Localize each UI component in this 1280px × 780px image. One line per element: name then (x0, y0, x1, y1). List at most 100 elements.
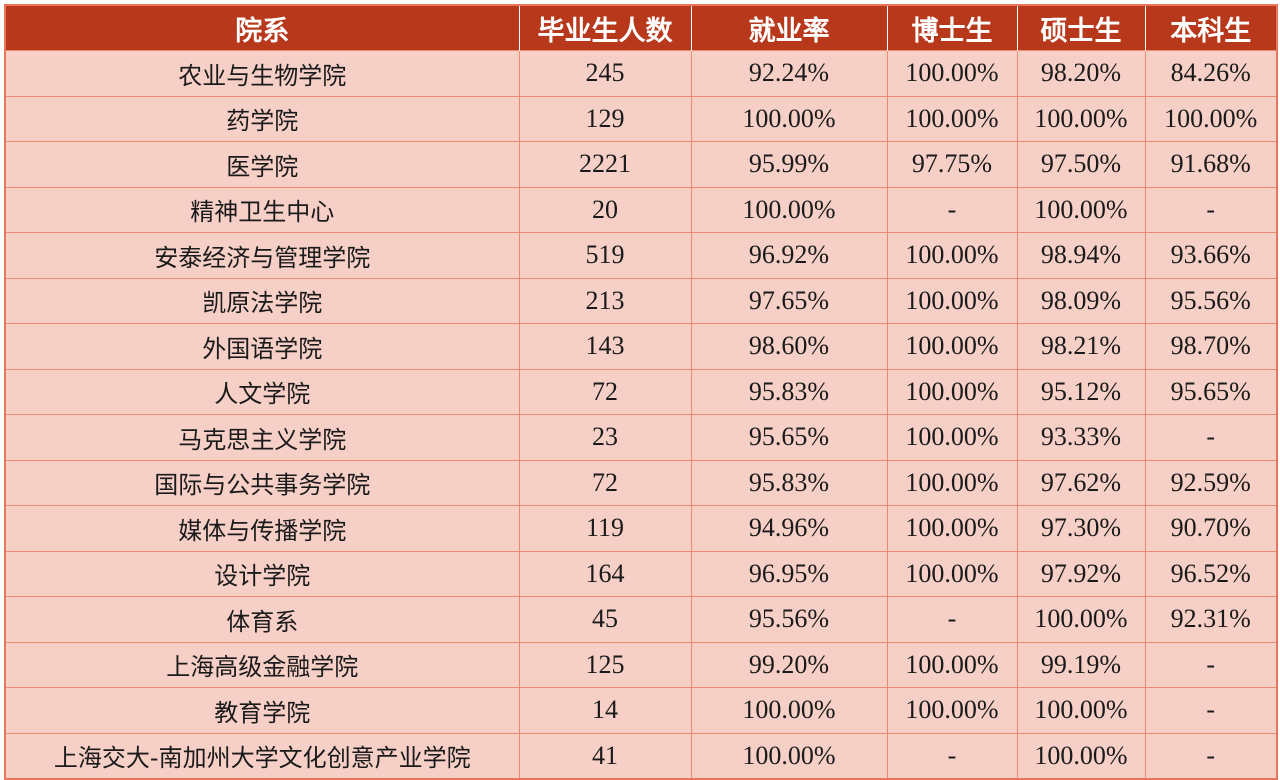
cell-department: 马克思主义学院 (4, 414, 520, 461)
cell-graduates: 119 (518, 505, 692, 552)
cell-phd-rate: - (886, 732, 1018, 780)
table-row: 媒体与传播学院 119 94.96% 100.00% 97.30% 90.70% (4, 505, 1278, 552)
cell-phd-rate: 100.00% (886, 687, 1018, 734)
cell-department: 上海交大-南加州大学文化创意产业学院 (4, 732, 520, 780)
cell-masters-rate: 98.09% (1016, 277, 1146, 324)
table-row: 精神卫生中心 20 100.00% -100.00% - (4, 186, 1278, 233)
cell-phd-rate: 100.00% (886, 277, 1018, 324)
cell-undergraduate-rate: 98.70% (1144, 323, 1278, 370)
cell-undergraduate-rate: 93.66% (1144, 232, 1278, 279)
cell-masters-rate: 98.20% (1016, 50, 1146, 97)
cell-undergraduate-rate: 100.00% (1144, 95, 1278, 142)
cell-graduates: 164 (518, 550, 692, 597)
header-phd: 博士生 (886, 5, 1018, 51)
cell-department: 人文学院 (4, 368, 520, 415)
cell-employment-rate: 95.83% (690, 459, 888, 506)
cell-graduates: 213 (518, 277, 692, 324)
cell-graduates: 245 (518, 50, 692, 97)
cell-phd-rate: 100.00% (886, 459, 1018, 506)
header-masters: 硕士生 (1016, 5, 1146, 51)
cell-undergraduate-rate: 92.31% (1144, 596, 1278, 643)
table-body: 农业与生物学院 245 92.24% 100.00% 98.20% 84.26% 药学院 12… (4, 50, 1278, 780)
table-row: 安泰经济与管理学院 519 96.92% 100.00% 98.94% 93.66% (4, 232, 1278, 279)
cell-graduates: 2221 (518, 141, 692, 188)
cell-employment-rate: 95.99% (690, 141, 888, 188)
cell-graduates: 20 (518, 186, 692, 233)
cell-phd-rate: 100.00% (886, 323, 1018, 370)
header-employment-rate: 就业率 (690, 5, 888, 51)
cell-graduates: 23 (518, 414, 692, 461)
cell-phd-rate: - (886, 186, 1018, 233)
cell-graduates: 45 (518, 596, 692, 643)
table-row: 教育学院 14 100.00% 100.00% 100.00% - (4, 687, 1278, 734)
cell-undergraduate-rate: - (1144, 414, 1278, 461)
employment-table-container: 院系 毕业生人数 就业率 博士生 硕士生 本科生 农业与生物学院 245 92.24… (4, 4, 1278, 780)
cell-masters-rate: 98.21% (1016, 323, 1146, 370)
cell-phd-rate: 100.00% (886, 50, 1018, 97)
cell-graduates: 14 (518, 687, 692, 734)
cell-department: 凯原法学院 (4, 277, 520, 324)
employment-rate-table: 院系 毕业生人数 就业率 博士生 硕士生 本科生 农业与生物学院 245 92.24… (4, 4, 1278, 780)
header-undergraduate: 本科生 (1144, 5, 1278, 51)
header-department: 院系 (4, 5, 520, 51)
cell-graduates: 41 (518, 732, 692, 780)
cell-department: 国际与公共事务学院 (4, 459, 520, 506)
table-header-row: 院系 毕业生人数 就业率 博士生 硕士生 本科生 (4, 5, 1278, 51)
table-row: 上海交大-南加州大学文化创意产业学院 41 100.00% -100.00% - (4, 732, 1278, 780)
cell-department: 设计学院 (4, 550, 520, 597)
cell-phd-rate: 100.00% (886, 505, 1018, 552)
cell-graduates: 125 (518, 641, 692, 688)
cell-graduates: 72 (518, 368, 692, 415)
table-row: 外国语学院 143 98.60% 100.00% 98.21% 98.70% (4, 323, 1278, 370)
cell-masters-rate: 95.12% (1016, 368, 1146, 415)
cell-masters-rate: 100.00% (1016, 687, 1146, 734)
cell-department: 上海高级金融学院 (4, 641, 520, 688)
cell-department: 医学院 (4, 141, 520, 188)
cell-masters-rate: 100.00% (1016, 732, 1146, 780)
cell-employment-rate: 95.83% (690, 368, 888, 415)
cell-graduates: 519 (518, 232, 692, 279)
table-row: 设计学院 164 96.95% 100.00% 97.92% 96.52% (4, 550, 1278, 597)
cell-department: 农业与生物学院 (4, 50, 520, 97)
cell-masters-rate: 97.62% (1016, 459, 1146, 506)
table-row: 马克思主义学院 23 95.65% 100.00% 93.33% - (4, 414, 1278, 461)
cell-undergraduate-rate: - (1144, 641, 1278, 688)
cell-employment-rate: 100.00% (690, 95, 888, 142)
cell-employment-rate: 100.00% (690, 687, 888, 734)
cell-department: 体育系 (4, 596, 520, 643)
cell-undergraduate-rate: 90.70% (1144, 505, 1278, 552)
cell-phd-rate: 100.00% (886, 641, 1018, 688)
cell-department: 药学院 (4, 95, 520, 142)
cell-masters-rate: 98.94% (1016, 232, 1146, 279)
cell-masters-rate: 97.30% (1016, 505, 1146, 552)
cell-employment-rate: 99.20% (690, 641, 888, 688)
cell-masters-rate: 100.00% (1016, 596, 1146, 643)
cell-employment-rate: 95.56% (690, 596, 888, 643)
cell-graduates: 72 (518, 459, 692, 506)
cell-graduates: 143 (518, 323, 692, 370)
cell-undergraduate-rate: 91.68% (1144, 141, 1278, 188)
cell-department: 外国语学院 (4, 323, 520, 370)
cell-phd-rate: 100.00% (886, 550, 1018, 597)
table-row: 药学院 129 100.00% 100.00% 100.00% 100.00% (4, 95, 1278, 142)
cell-masters-rate: 99.19% (1016, 641, 1146, 688)
table-row: 农业与生物学院 245 92.24% 100.00% 98.20% 84.26% (4, 50, 1278, 97)
cell-undergraduate-rate: 92.59% (1144, 459, 1278, 506)
cell-phd-rate: - (886, 596, 1018, 643)
cell-graduates: 129 (518, 95, 692, 142)
cell-department: 教育学院 (4, 687, 520, 734)
table-row: 上海高级金融学院 125 99.20% 100.00% 99.19% - (4, 641, 1278, 688)
table-row: 国际与公共事务学院 72 95.83% 100.00% 97.62% 92.59% (4, 459, 1278, 506)
cell-undergraduate-rate: - (1144, 732, 1278, 780)
cell-masters-rate: 100.00% (1016, 186, 1146, 233)
cell-employment-rate: 95.65% (690, 414, 888, 461)
cell-department: 安泰经济与管理学院 (4, 232, 520, 279)
table-row: 人文学院 72 95.83% 100.00% 95.12% 95.65% (4, 368, 1278, 415)
cell-undergraduate-rate: 96.52% (1144, 550, 1278, 597)
cell-phd-rate: 97.75% (886, 141, 1018, 188)
cell-undergraduate-rate: 95.56% (1144, 277, 1278, 324)
cell-employment-rate: 97.65% (690, 277, 888, 324)
cell-undergraduate-rate: 84.26% (1144, 50, 1278, 97)
cell-masters-rate: 100.00% (1016, 95, 1146, 142)
cell-employment-rate: 92.24% (690, 50, 888, 97)
